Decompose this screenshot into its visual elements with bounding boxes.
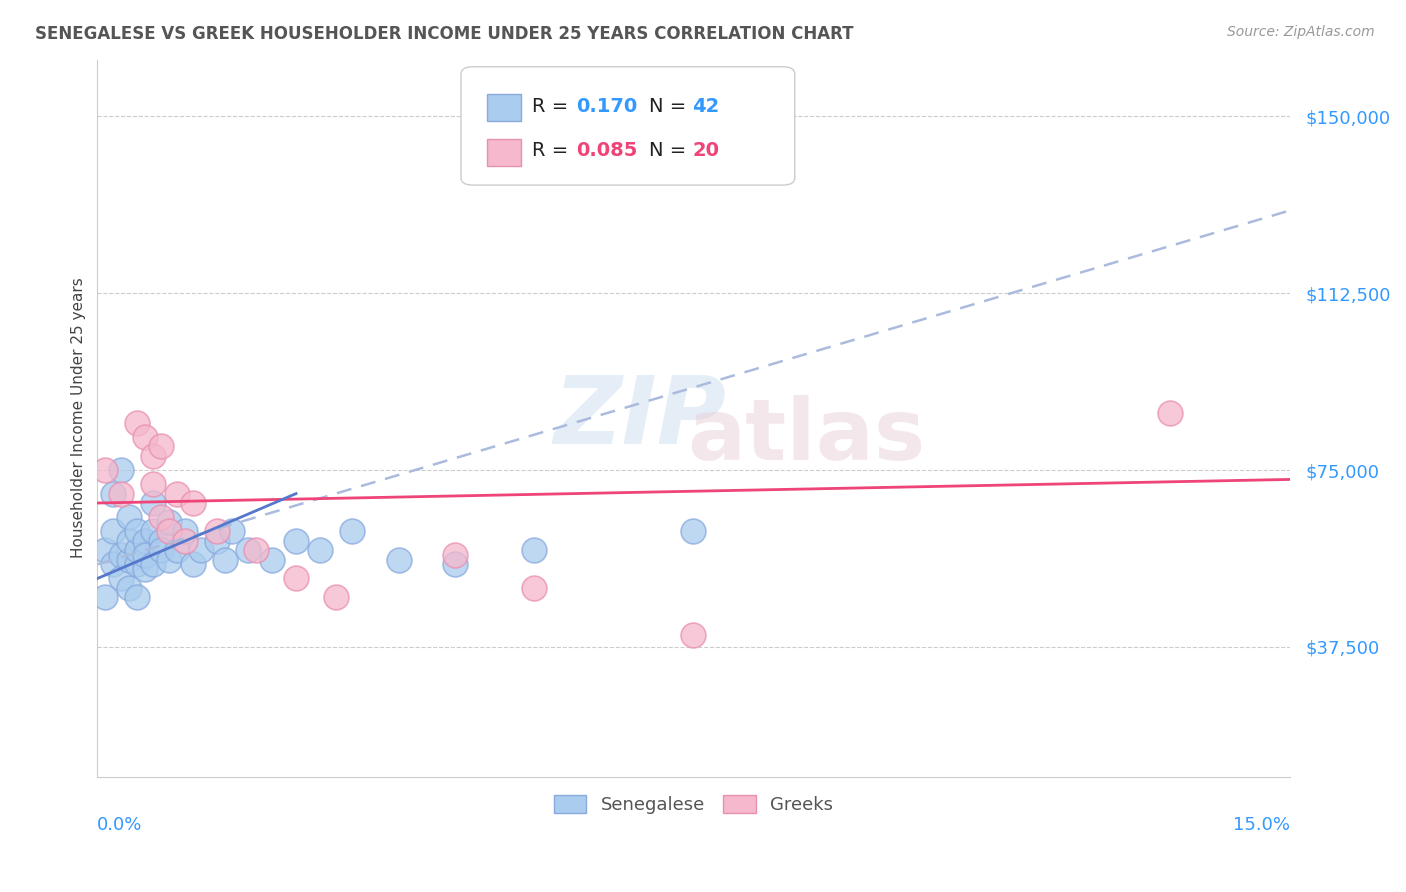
Bar bbox=[488, 94, 520, 121]
Point bbox=[221, 524, 243, 539]
Point bbox=[181, 558, 204, 572]
Point bbox=[118, 533, 141, 548]
Point bbox=[127, 558, 149, 572]
Point bbox=[118, 552, 141, 566]
Point bbox=[325, 591, 347, 605]
Point bbox=[110, 572, 132, 586]
Point bbox=[134, 548, 156, 562]
Point bbox=[214, 552, 236, 566]
Text: SENEGALESE VS GREEK HOUSEHOLDER INCOME UNDER 25 YEARS CORRELATION CHART: SENEGALESE VS GREEK HOUSEHOLDER INCOME U… bbox=[35, 25, 853, 43]
Point bbox=[149, 533, 172, 548]
Point bbox=[103, 558, 125, 572]
Text: N =: N = bbox=[650, 96, 693, 116]
Point bbox=[110, 486, 132, 500]
Point bbox=[94, 591, 117, 605]
Point bbox=[134, 533, 156, 548]
Point bbox=[149, 543, 172, 558]
Point bbox=[309, 543, 332, 558]
Point bbox=[181, 496, 204, 510]
Point bbox=[157, 524, 180, 539]
Text: ZIP: ZIP bbox=[554, 372, 727, 464]
Point bbox=[262, 552, 284, 566]
Point bbox=[444, 548, 467, 562]
Text: 42: 42 bbox=[692, 96, 720, 116]
Point bbox=[142, 524, 165, 539]
Bar bbox=[488, 138, 520, 166]
Text: 0.170: 0.170 bbox=[576, 96, 638, 116]
Text: atlas: atlas bbox=[688, 394, 925, 477]
Point bbox=[444, 558, 467, 572]
Point bbox=[142, 558, 165, 572]
Point bbox=[205, 533, 228, 548]
Point bbox=[127, 416, 149, 430]
Text: 0.0%: 0.0% bbox=[97, 816, 143, 834]
Point bbox=[149, 510, 172, 524]
Point bbox=[127, 591, 149, 605]
Point bbox=[134, 430, 156, 444]
Point bbox=[103, 524, 125, 539]
Point bbox=[118, 510, 141, 524]
Text: 15.0%: 15.0% bbox=[1233, 816, 1289, 834]
Text: Source: ZipAtlas.com: Source: ZipAtlas.com bbox=[1227, 25, 1375, 39]
Point bbox=[173, 524, 195, 539]
Point bbox=[245, 543, 267, 558]
Point bbox=[142, 477, 165, 491]
Point bbox=[285, 572, 308, 586]
Point bbox=[157, 515, 180, 529]
Point bbox=[190, 543, 212, 558]
Point bbox=[94, 463, 117, 477]
Point bbox=[523, 581, 546, 595]
Legend: Senegalese, Greeks: Senegalese, Greeks bbox=[547, 788, 841, 822]
Point bbox=[523, 543, 546, 558]
Point bbox=[1159, 406, 1181, 420]
Point bbox=[134, 562, 156, 576]
Point bbox=[127, 543, 149, 558]
Point bbox=[682, 628, 704, 642]
Point bbox=[142, 449, 165, 463]
Point bbox=[166, 543, 188, 558]
Point bbox=[118, 581, 141, 595]
Point bbox=[388, 552, 411, 566]
Text: N =: N = bbox=[650, 141, 693, 161]
Point bbox=[110, 463, 132, 477]
FancyBboxPatch shape bbox=[461, 67, 794, 185]
Y-axis label: Householder Income Under 25 years: Householder Income Under 25 years bbox=[72, 277, 86, 558]
Point bbox=[285, 533, 308, 548]
Point bbox=[682, 524, 704, 539]
Point bbox=[157, 552, 180, 566]
Point bbox=[149, 439, 172, 453]
Point bbox=[103, 486, 125, 500]
Point bbox=[94, 543, 117, 558]
Point bbox=[166, 486, 188, 500]
Point bbox=[340, 524, 363, 539]
Point bbox=[142, 496, 165, 510]
Point bbox=[238, 543, 260, 558]
Point bbox=[127, 524, 149, 539]
Point bbox=[173, 533, 195, 548]
Text: 20: 20 bbox=[692, 141, 720, 161]
Text: R =: R = bbox=[533, 96, 575, 116]
Point bbox=[205, 524, 228, 539]
Text: R =: R = bbox=[533, 141, 575, 161]
Point bbox=[110, 548, 132, 562]
Text: 0.085: 0.085 bbox=[576, 141, 638, 161]
